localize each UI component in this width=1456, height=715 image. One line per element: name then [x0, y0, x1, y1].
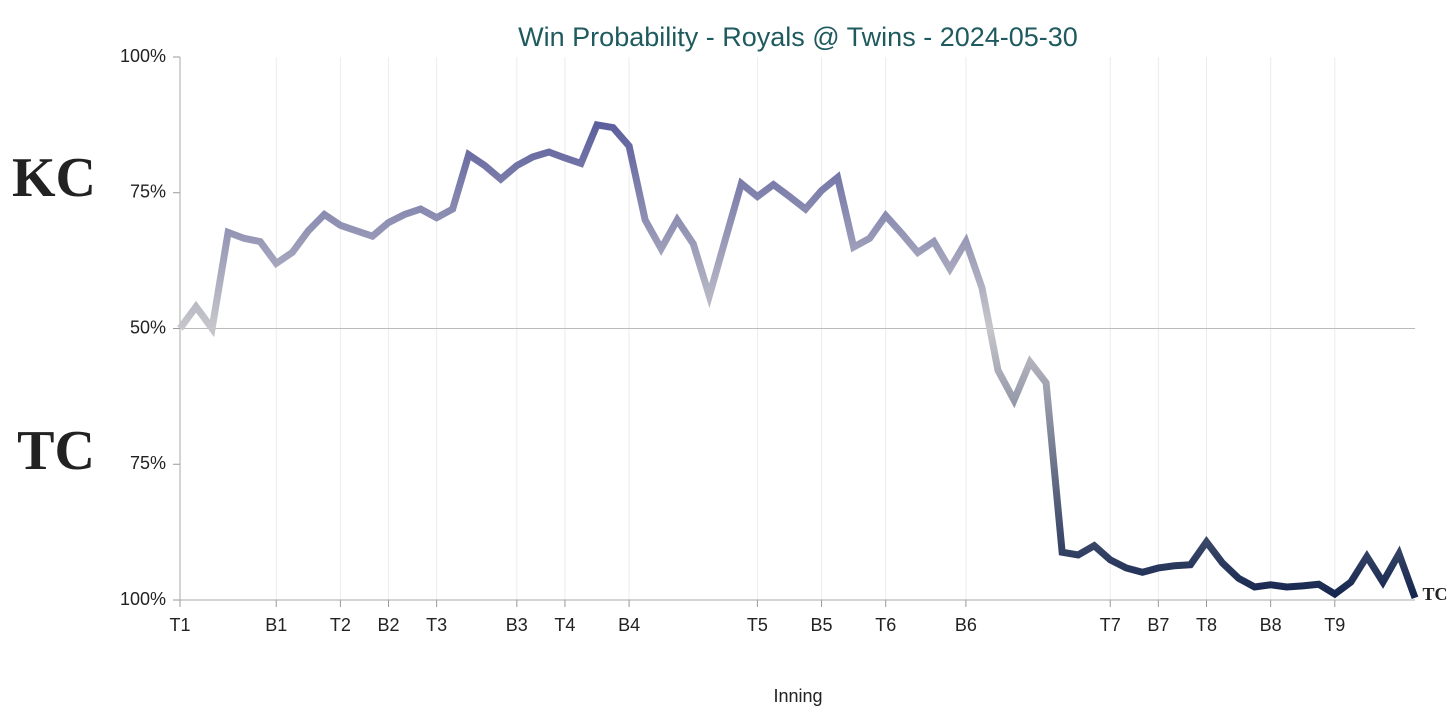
x-tick-label: T3 [426, 615, 447, 635]
x-tick-label: T8 [1196, 615, 1217, 635]
x-tick-label: B8 [1260, 615, 1282, 635]
x-tick-label: B3 [506, 615, 528, 635]
y-tick-label: 100% [120, 589, 166, 609]
win-probability-line [177, 120, 1419, 600]
team-logo: KC [12, 147, 96, 209]
x-tick-label: T9 [1324, 615, 1345, 635]
x-tick-label: T6 [875, 615, 896, 635]
x-tick-label: B7 [1147, 615, 1169, 635]
y-tick-label: 75% [130, 453, 166, 473]
y-tick-label: 100% [120, 46, 166, 66]
y-tick-label: 50% [130, 317, 166, 337]
y-tick-label: 75% [130, 182, 166, 202]
x-tick-label: T2 [330, 615, 351, 635]
x-tick-label: T1 [169, 615, 190, 635]
x-tick-label: T4 [554, 615, 575, 635]
end-logo: TC [1422, 584, 1447, 604]
x-tick-label: B1 [265, 615, 287, 635]
x-tick-label: T7 [1100, 615, 1121, 635]
x-tick-label: B6 [955, 615, 977, 635]
chart-title: Win Probability - Royals @ Twins - 2024-… [518, 22, 1078, 52]
x-tick-label: B4 [618, 615, 640, 635]
x-tick-label: B2 [377, 615, 399, 635]
team-logo: TC [17, 420, 95, 482]
x-tick-label: B5 [811, 615, 833, 635]
x-tick-label: T5 [747, 615, 768, 635]
x-axis-label: Inning [773, 686, 822, 706]
